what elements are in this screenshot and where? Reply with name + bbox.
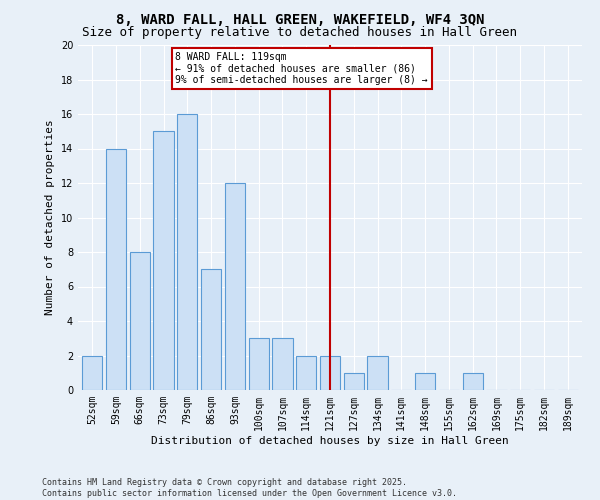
Bar — [130, 252, 150, 390]
Bar — [82, 356, 103, 390]
Bar — [367, 356, 388, 390]
Bar — [248, 338, 269, 390]
Text: 8, WARD FALL, HALL GREEN, WAKEFIELD, WF4 3QN: 8, WARD FALL, HALL GREEN, WAKEFIELD, WF4… — [116, 12, 484, 26]
Bar — [415, 373, 435, 390]
Bar — [106, 148, 126, 390]
X-axis label: Distribution of detached houses by size in Hall Green: Distribution of detached houses by size … — [151, 436, 509, 446]
Bar — [272, 338, 293, 390]
Bar — [201, 269, 221, 390]
Bar — [296, 356, 316, 390]
Y-axis label: Number of detached properties: Number of detached properties — [45, 120, 55, 316]
Text: Size of property relative to detached houses in Hall Green: Size of property relative to detached ho… — [83, 26, 517, 39]
Bar — [320, 356, 340, 390]
Bar — [344, 373, 364, 390]
Text: 8 WARD FALL: 119sqm
← 91% of detached houses are smaller (86)
9% of semi-detache: 8 WARD FALL: 119sqm ← 91% of detached ho… — [175, 52, 428, 85]
Bar — [177, 114, 197, 390]
Bar — [225, 183, 245, 390]
Text: Contains HM Land Registry data © Crown copyright and database right 2025.
Contai: Contains HM Land Registry data © Crown c… — [42, 478, 457, 498]
Bar — [463, 373, 483, 390]
Bar — [154, 131, 173, 390]
